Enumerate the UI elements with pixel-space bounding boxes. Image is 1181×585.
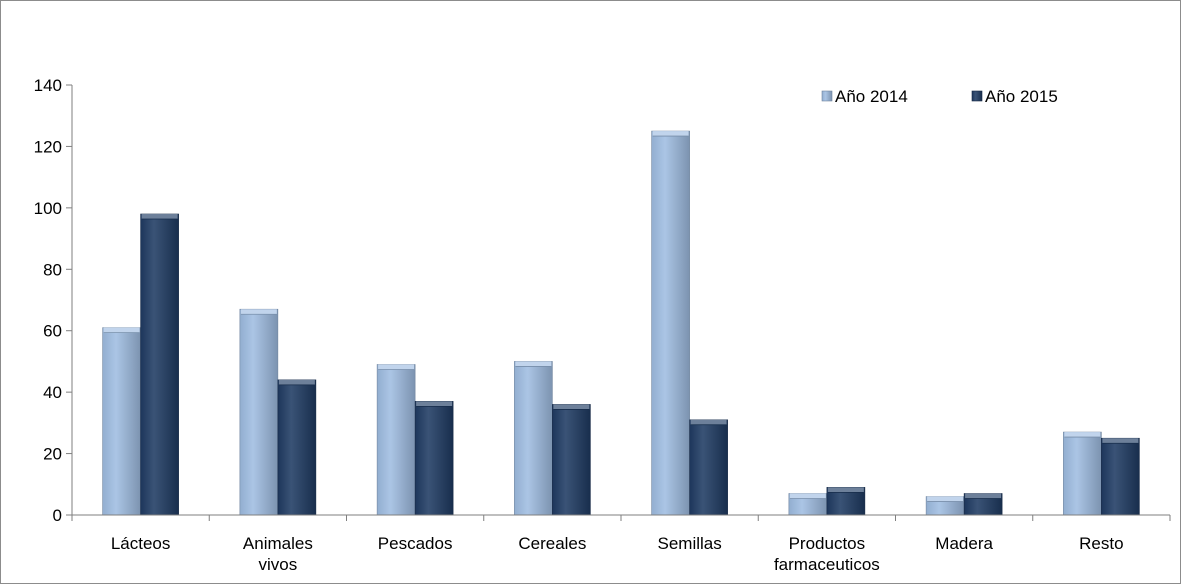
bar-2015	[826, 487, 866, 516]
x-tick-label-line: Animales	[243, 534, 313, 553]
x-tick-label-line: Cereales	[518, 534, 586, 553]
y-tick-label: 120	[34, 137, 62, 156]
bar-cap	[416, 401, 453, 407]
bar-body	[239, 308, 279, 516]
bar-body	[651, 130, 690, 516]
bar-cap	[1102, 438, 1139, 444]
bar-cap	[690, 419, 727, 425]
bars	[102, 130, 1140, 516]
bar-body	[1101, 437, 1140, 516]
x-tick-label: Animales vivos	[243, 534, 313, 574]
bar-2015	[277, 379, 317, 516]
bar-2015	[1101, 437, 1140, 516]
bar-2014	[1063, 431, 1102, 516]
bar-cap	[278, 379, 315, 385]
x-tick-label: Cereales	[518, 534, 586, 553]
x-tick-label-line: Lácteos	[111, 534, 171, 553]
y-tick-label: 100	[34, 199, 62, 218]
x-tick-label-line: farmaceuticos	[774, 555, 880, 574]
bar-cap	[553, 404, 590, 410]
bar-cap	[1064, 432, 1101, 438]
bar-body	[514, 361, 553, 516]
bar-cap	[965, 493, 1002, 499]
x-tick-label: Productos farmaceuticos	[774, 534, 880, 574]
bar-2014	[239, 308, 279, 516]
bar-body	[1063, 431, 1102, 516]
bar-2015	[689, 419, 728, 516]
y-tick-label: 40	[43, 383, 62, 402]
legend-label: Año 2015	[985, 87, 1058, 106]
bar-body	[552, 404, 591, 516]
legend-label: Año 2014	[835, 87, 908, 106]
x-tick-label-line: Madera	[935, 534, 993, 553]
x-tick-label-line: Pescados	[378, 534, 453, 553]
x-tick-label: Madera	[935, 534, 993, 553]
bar-cap	[789, 493, 826, 499]
y-tick-label: 140	[34, 76, 62, 95]
bar-2014	[925, 496, 965, 516]
legend: Año 2014 Año 2015	[821, 87, 1058, 106]
bar-2015	[552, 404, 591, 516]
x-tick-label: Semillas	[658, 534, 722, 553]
bar-cap	[240, 309, 277, 315]
bar-body	[689, 419, 728, 516]
bar-2014	[651, 130, 690, 516]
bar-cap	[652, 131, 689, 137]
y-tick-label: 0	[53, 506, 62, 525]
bar-2015	[963, 493, 1003, 516]
bar-cap	[927, 496, 964, 502]
bar-body	[277, 379, 317, 516]
bar-body	[102, 327, 141, 516]
bar-cap	[515, 361, 552, 367]
bar-2015	[414, 401, 454, 516]
x-tick-label: Resto	[1079, 534, 1123, 553]
x-tick-label-line: Semillas	[658, 534, 722, 553]
bar-body	[414, 401, 454, 516]
x-axis: Lácteos Animales vivos Pescados Cereales Semi…	[71, 514, 1171, 574]
y-tick-label: 60	[43, 322, 62, 341]
bar-cap	[141, 214, 178, 219]
bar-2015	[140, 213, 179, 516]
bar-cap	[378, 364, 415, 370]
legend-item: Año 2014	[821, 87, 908, 106]
bar-body	[140, 213, 179, 516]
x-tick-label-line: Productos	[789, 534, 866, 553]
legend-swatch	[821, 90, 833, 102]
y-tick-label: 80	[43, 260, 62, 279]
x-tick-label-line: vivos	[259, 555, 298, 574]
y-tick-label: 20	[43, 445, 62, 464]
bar-2014	[376, 364, 416, 516]
bar-2014	[102, 327, 141, 516]
bar-cap	[103, 327, 140, 333]
bar-2014	[514, 361, 553, 516]
x-tick-label-line: Resto	[1079, 534, 1123, 553]
x-tick-label: Lácteos	[111, 534, 171, 553]
legend-item: Año 2015	[971, 87, 1058, 106]
y-axis: 0 20 40 60 80 100 120 140	[34, 76, 73, 525]
bar-2014	[788, 493, 828, 516]
bar-cap	[827, 487, 864, 493]
legend-swatch	[971, 90, 983, 102]
bar-body	[376, 364, 416, 516]
x-tick-label: Pescados	[378, 534, 453, 553]
